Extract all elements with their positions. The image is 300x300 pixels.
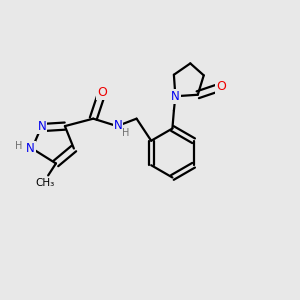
Text: H: H [122, 128, 130, 138]
Text: N: N [114, 119, 122, 132]
Text: H: H [15, 140, 22, 151]
Text: N: N [171, 90, 180, 103]
Text: O: O [216, 80, 226, 93]
Text: N: N [38, 120, 46, 133]
Text: CH₃: CH₃ [35, 178, 54, 188]
Text: N: N [26, 142, 35, 155]
Text: O: O [97, 86, 107, 99]
